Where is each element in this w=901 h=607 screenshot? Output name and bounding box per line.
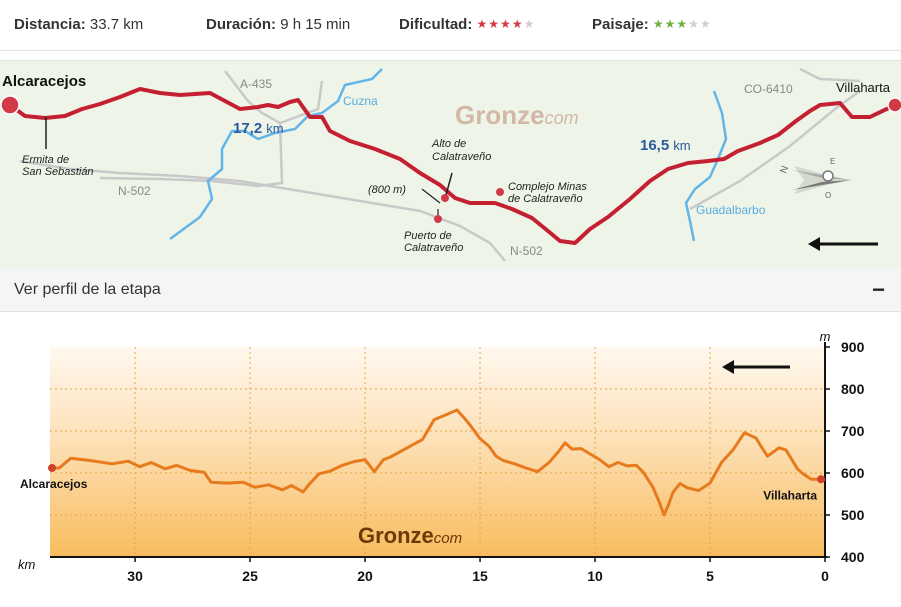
difficulty-star-icon: ★ (488, 17, 501, 31)
difficulty-stars: ★★★★★ (477, 17, 536, 31)
landscape-star-icon: ★ (699, 17, 712, 31)
landscape-stars: ★★★★★ (653, 17, 712, 31)
roads (19, 67, 861, 262)
difficulty-stat: Dificultad: ★★★★★ (399, 16, 535, 33)
direction-arrow-icon (808, 237, 878, 251)
landscape-star-icon: ★ (676, 17, 689, 31)
y-tick-label: 600 (841, 465, 865, 481)
puerto-marker[interactable] (434, 215, 442, 223)
duration-value: 9 h 15 min (280, 16, 351, 33)
difficulty-star-icon: ★ (500, 17, 512, 31)
road-label-co6410: CO-6410 (744, 82, 793, 96)
collapse-icon[interactable]: − (872, 277, 885, 302)
landscape-stat: Paisaje: ★★★★★ (592, 16, 712, 33)
start-town-label: Alcaracejos (2, 73, 86, 90)
landscape-star-icon: ★ (688, 17, 700, 31)
x-tick-label: 0 (821, 568, 829, 584)
end-point (817, 475, 825, 484)
map-watermark: Gronzecom (455, 100, 579, 130)
road-n502-east (689, 89, 861, 211)
stage-stats-bar: Distancia: 33.7 km Duración: 9 h 15 min … (0, 0, 901, 51)
end-marker[interactable] (887, 97, 901, 113)
difficulty-star-icon: ★ (511, 17, 524, 31)
y-tick-label: 500 (841, 507, 865, 523)
x-tick-label: 20 (357, 568, 373, 584)
distance-label: Distancia: (14, 16, 86, 33)
compass-north-label: N (778, 164, 791, 175)
profile-title[interactable]: Ver perfil de la etapa (14, 281, 161, 298)
road-label-n502-south: N-502 (510, 244, 543, 258)
difficulty-label: Dificultad: (399, 16, 473, 33)
x-tick-label: 10 (587, 568, 603, 584)
plot-area (50, 347, 825, 557)
grid-lines (50, 347, 825, 557)
x-tick-label: 15 (472, 568, 488, 584)
profile-direction-arrow-icon (722, 360, 790, 374)
road-spur (99, 122, 284, 188)
segment2-distance: 16,5 km (640, 137, 691, 154)
difficulty-star-icon: ★ (476, 17, 489, 31)
landscape-star-icon: ★ (652, 17, 665, 31)
profile-watermark: Gronzecom (358, 523, 462, 548)
minas-marker[interactable] (496, 188, 504, 196)
y-tick-label: 900 (841, 339, 865, 355)
distance-stat: Distancia: 33.7 km (14, 16, 143, 33)
road-label-n502-west: N-502 (118, 184, 151, 198)
start-point-label: Alcaracejos (20, 477, 88, 491)
profile-toggle-bar[interactable]: Ver perfil de la etapa − (0, 269, 901, 312)
duration-label: Duración: (206, 16, 277, 33)
distance-value: 33.7 km (89, 16, 144, 33)
puerto-label-line2: Calatraveño (404, 242, 463, 254)
start-point (48, 463, 56, 472)
river-guadalbarbo (684, 90, 728, 242)
compass-icon: N E O (778, 157, 852, 200)
x-tick-label: 5 (706, 568, 714, 584)
ermita-label-line2: San Sebastián (22, 166, 94, 178)
end-point-label: Villaharta (763, 488, 817, 502)
rivers (169, 68, 728, 242)
route-map[interactable]: Gronzecom Alcaracejos Villaharta A-435 N… (0, 60, 901, 270)
river-label-cuzna: Cuzna (343, 94, 378, 108)
x-tick-label: 25 (242, 568, 258, 584)
x-tick-label: 30 (127, 568, 143, 584)
profile-marks: Alcaracejos Villaharta (20, 408, 825, 517)
alto-elevation-label: (800 m) (368, 184, 406, 196)
compass-east-label: E (830, 157, 835, 166)
landscape-star-icon: ★ (664, 17, 677, 31)
elevation-line (50, 408, 825, 517)
alto-label-line1: Alto de (431, 138, 466, 150)
river-cuzna (169, 68, 383, 241)
y-tick-label: 800 (841, 381, 865, 397)
river-label-guadalbarbo: Guadalbarbo (696, 203, 766, 217)
y-tick-label: 400 (841, 549, 865, 565)
ermita-label-line1: Ermita de (22, 154, 69, 166)
y-tick-label: 700 (841, 423, 865, 439)
puerto-label-line1: Puerto de (404, 230, 452, 242)
road-co6410 (799, 67, 861, 83)
axes: 30 25 20 15 10 5 0 400 500 600 700 800 900 km m (18, 329, 865, 584)
difficulty-star-icon: ★ (523, 17, 536, 31)
alto-marker[interactable] (441, 194, 449, 202)
y-axis-title: m (820, 329, 831, 344)
alto-leader (445, 172, 453, 196)
minas-label-line1: Complejo Minas (508, 181, 587, 193)
elevation-profile: 30 25 20 15 10 5 0 400 500 600 700 800 900 km m Alcara… (0, 320, 901, 607)
landscape-label: Paisaje: (592, 16, 649, 33)
duration-stat: Duración: 9 h 15 min (206, 16, 350, 33)
road-a435 (224, 70, 324, 125)
end-town-label: Villaharta (836, 80, 891, 95)
minas-label-line2: de Calatraveño (508, 193, 583, 205)
segment1-distance: 17,2 km (233, 120, 284, 137)
road-n502-west (19, 159, 506, 262)
x-axis-title: km (18, 557, 36, 572)
start-marker[interactable] (0, 95, 20, 115)
road-label-a435: A-435 (240, 77, 272, 91)
elevation-leader (421, 188, 441, 204)
compass-west-label: O (825, 191, 831, 200)
alto-label-line2: Calatraveño (432, 151, 491, 163)
